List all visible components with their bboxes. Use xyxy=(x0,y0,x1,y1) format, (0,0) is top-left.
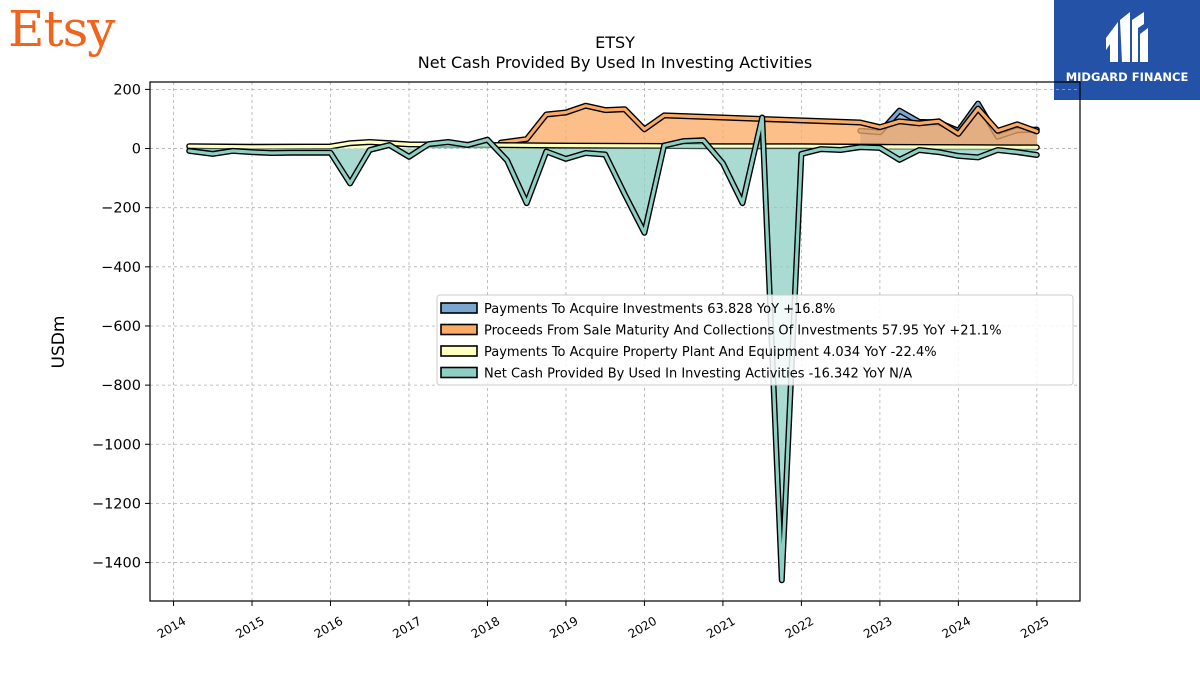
x-tick-label: 2016 xyxy=(312,614,345,641)
x-tick-label: 2025 xyxy=(1018,614,1051,641)
chart-subtitle: Net Cash Provided By Used In Investing A… xyxy=(418,53,812,72)
y-tick-label: 0 xyxy=(132,142,141,158)
y-tick-label: 200 xyxy=(113,82,141,98)
x-tick-label: 2014 xyxy=(155,614,188,641)
legend-swatch-net-cash xyxy=(440,366,478,379)
y-tick-label: −200 xyxy=(101,201,141,217)
legend-swatch-payments-investments xyxy=(440,302,478,314)
x-tick-label: 2015 xyxy=(233,614,266,641)
y-tick-label: −1400 xyxy=(92,556,141,572)
publisher-logo-text: MIDGARD FINANCE xyxy=(1065,70,1189,84)
y-tick-label: −1200 xyxy=(92,496,141,512)
series-layer xyxy=(186,100,1040,584)
legend-label-proceeds-investments: Proceeds From Sale Maturity And Collecti… xyxy=(484,324,1002,339)
legend-label-payments-ppe: Payments To Acquire Property Plant And E… xyxy=(484,345,937,360)
series-proceeds-investments xyxy=(497,102,1040,149)
x-tick-label: 2023 xyxy=(861,614,894,641)
x-tick-label: 2017 xyxy=(390,614,423,641)
series-net-cash xyxy=(186,114,1040,584)
legend-swatch-payments-ppe xyxy=(440,345,478,357)
legend-box xyxy=(436,294,1074,386)
x-tick-label: 2021 xyxy=(704,614,737,641)
midgard-logo-icon xyxy=(1106,12,1148,62)
x-tick-label: 2022 xyxy=(783,614,816,641)
x-tick-label: 2024 xyxy=(940,614,973,641)
series-line-net-cash xyxy=(187,115,1039,582)
y-tick-label: −600 xyxy=(101,319,141,335)
publisher-logo: MIDGARD FINANCE xyxy=(1054,0,1200,100)
y-axis-label: USDm xyxy=(49,316,69,369)
x-tick-label: 2020 xyxy=(626,614,659,641)
plot-frame xyxy=(149,81,1081,602)
x-tick-label: 2018 xyxy=(469,614,502,641)
legend-label-payments-investments: Payments To Acquire Investments 63.828 Y… xyxy=(484,302,835,317)
legend: Payments To Acquire Investments 63.828 Y… xyxy=(436,294,1074,386)
legend-label-net-cash: Net Cash Provided By Used In Investing A… xyxy=(484,367,912,382)
series-area-proceeds-investments xyxy=(500,105,1037,149)
series-line-proceeds-investments xyxy=(499,104,1039,145)
chart-title: ETSY xyxy=(595,33,635,52)
x-tick-label: 2019 xyxy=(547,614,580,641)
company-logo: Etsy xyxy=(8,0,115,58)
legend-swatch-proceeds-investments xyxy=(440,323,478,336)
y-tick-label: −800 xyxy=(101,378,141,394)
y-tick-label: −400 xyxy=(101,260,141,276)
y-tick-label: −1000 xyxy=(92,437,141,453)
